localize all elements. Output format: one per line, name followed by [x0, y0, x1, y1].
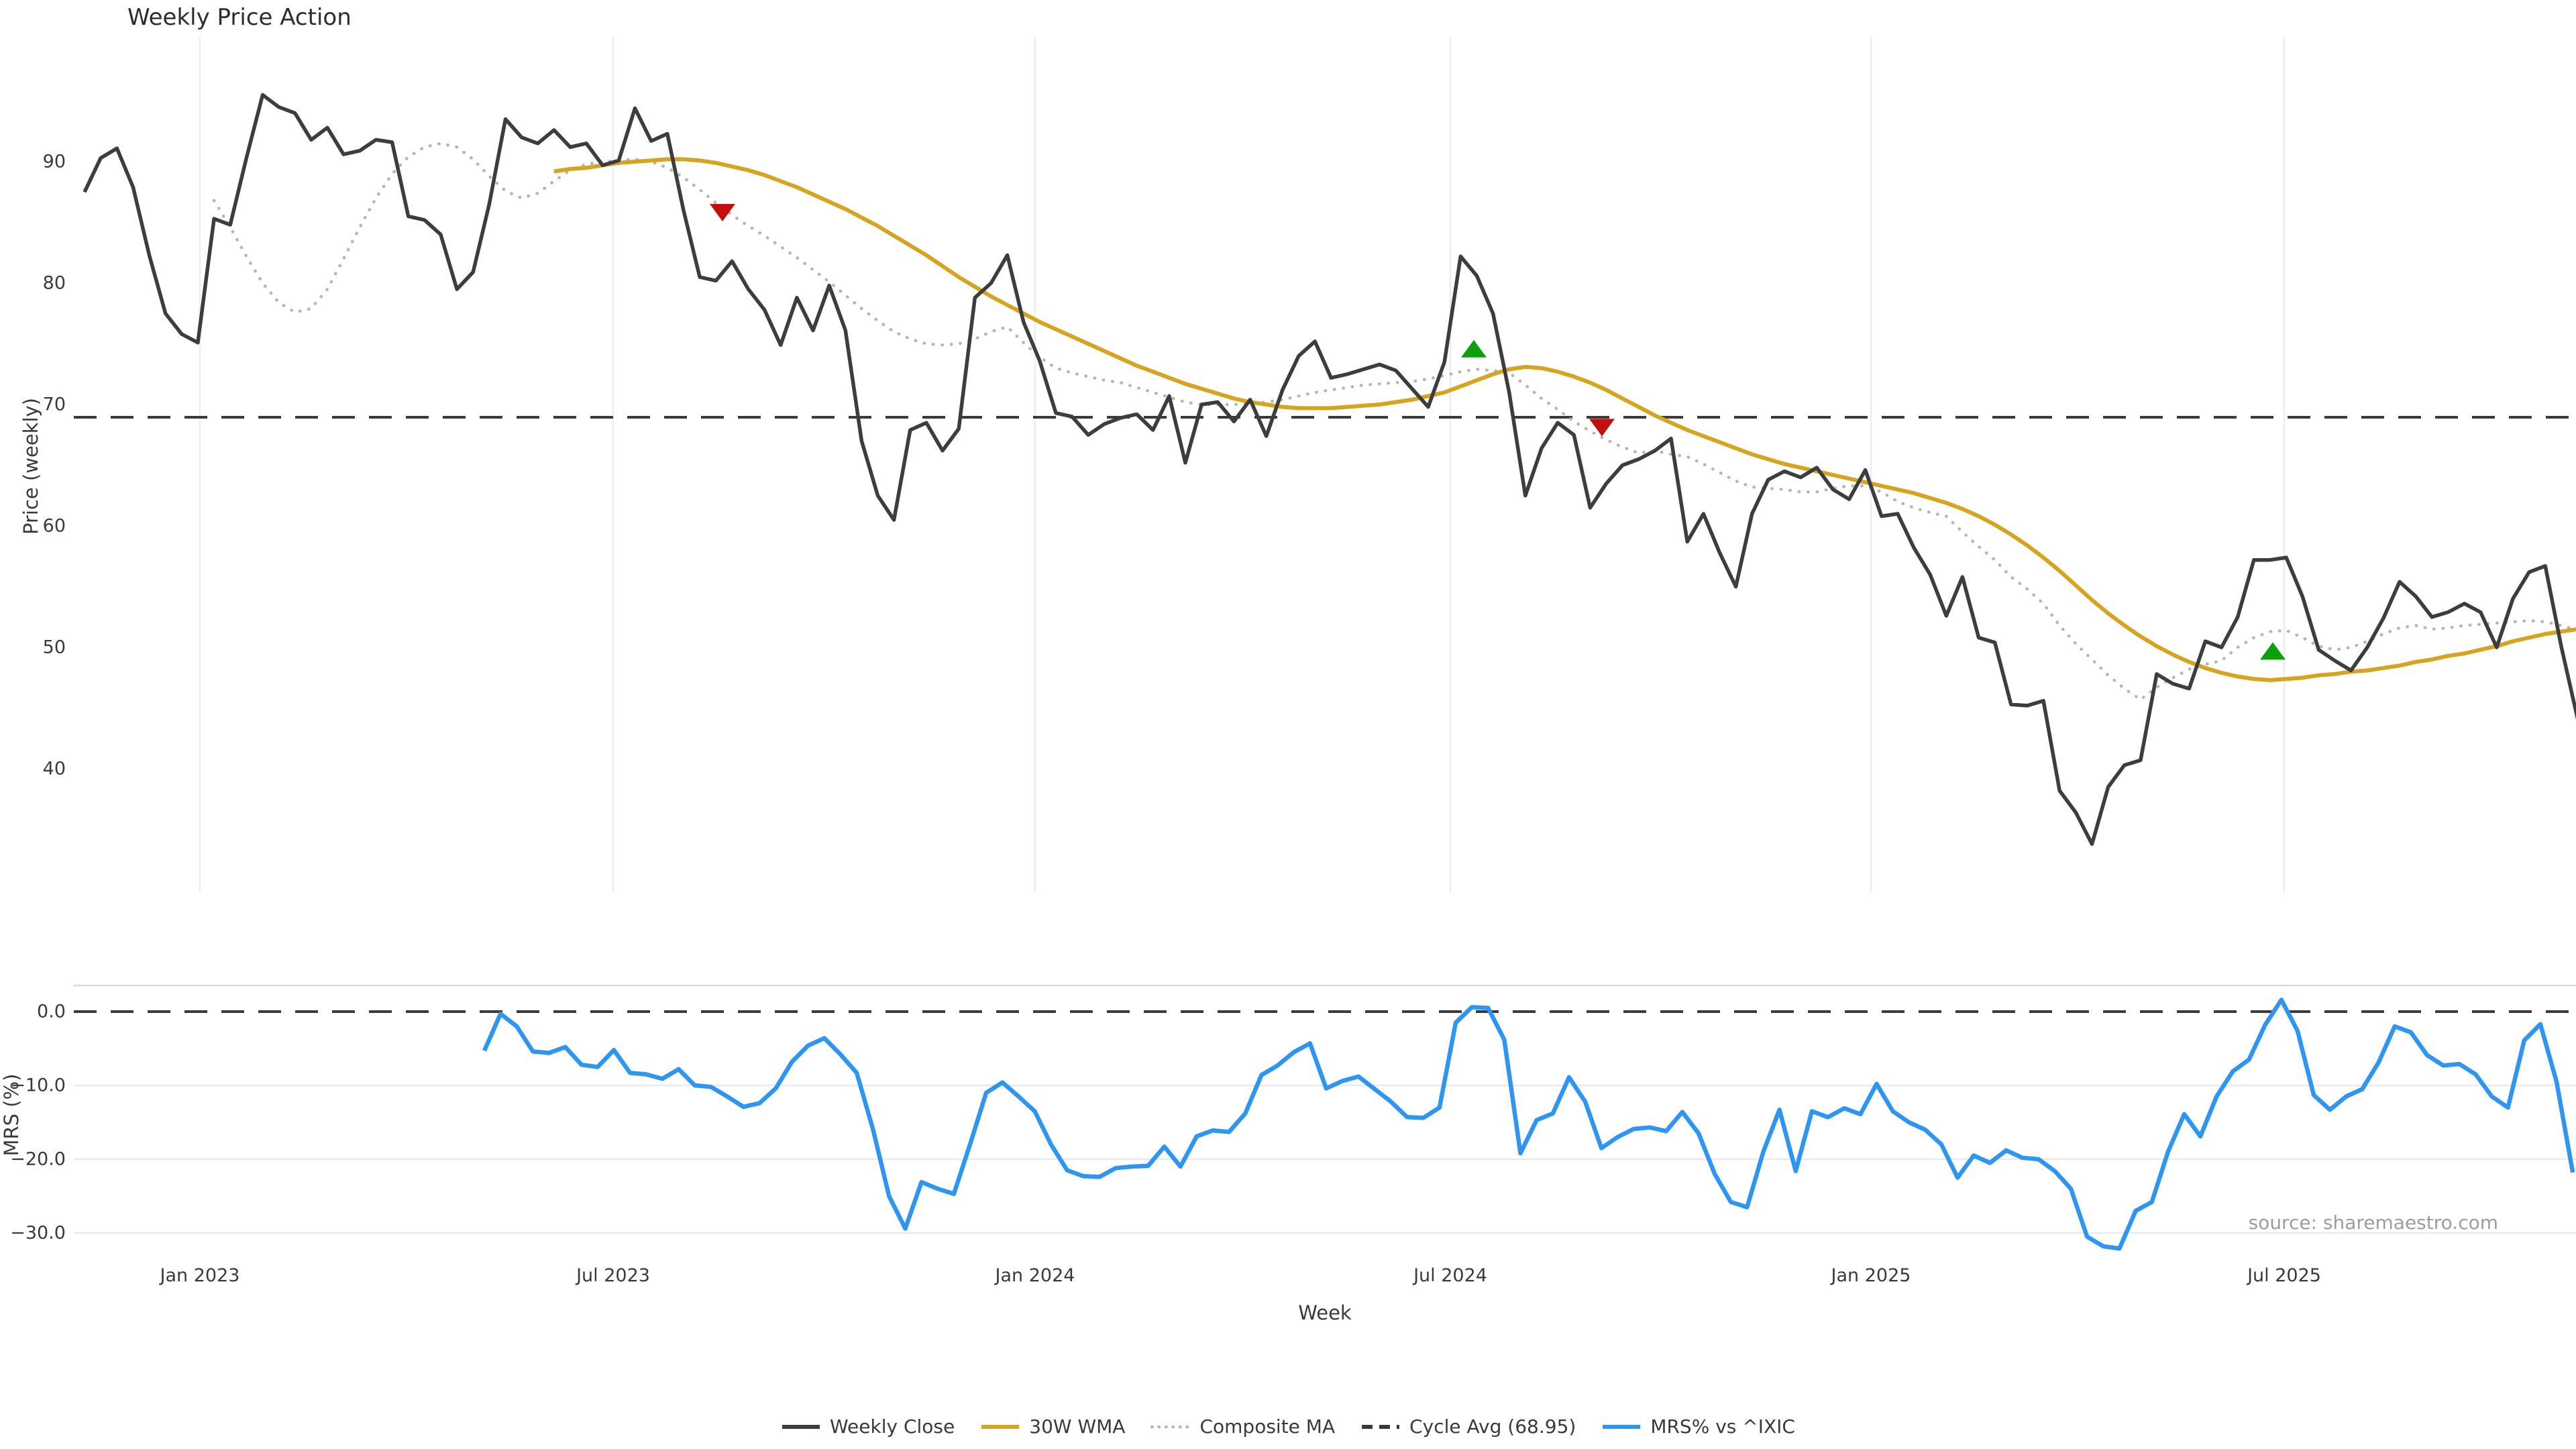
legend-item: Weekly Close: [781, 1415, 955, 1438]
x-tick-label: Jul 2023: [576, 1265, 650, 1286]
buy-marker-icon: [1461, 339, 1487, 358]
legend-swatch-solid-icon: [782, 1424, 820, 1429]
price-ytick-label: 70: [42, 394, 66, 415]
mrs-ytick-label: −30.0: [10, 1222, 66, 1244]
legend: Weekly Close 30W WMA Composite MA Cycle Avg…: [0, 1415, 2576, 1438]
legend-label: 30W WMA: [1029, 1415, 1126, 1438]
legend-swatch-solid-icon: [1603, 1424, 1641, 1429]
x-axis-label: Week: [1298, 1301, 1352, 1324]
legend-item: Composite MA: [1150, 1415, 1335, 1438]
legend-item: Cycle Avg (68.95): [1360, 1415, 1576, 1438]
legend-swatch-dotted-icon: [1150, 1425, 1191, 1428]
mrs-ytick-label: 0.0: [37, 1001, 66, 1022]
legend-item: MRS% vs ^IXIC: [1601, 1415, 1795, 1438]
mrs-ytick-label: −20.0: [10, 1148, 66, 1170]
legend-label: Composite MA: [1199, 1415, 1336, 1438]
price-axis-label: Price (weekly): [19, 397, 42, 535]
mrs-ytick-label: −10.0: [10, 1075, 66, 1096]
weekly-close-line: [83, 93, 2576, 846]
x-tick-label: Jan 2023: [160, 1265, 240, 1286]
price-ytick-label: 90: [42, 151, 66, 172]
sell-marker-icon: [710, 204, 735, 222]
legend-label: MRS% vs ^IXIC: [1650, 1415, 1795, 1438]
price-ytick-label: 60: [42, 515, 66, 537]
sell-marker-icon: [1589, 419, 1615, 437]
x-tick-label: Jul 2025: [2247, 1265, 2321, 1286]
legend-item: 30W WMA: [980, 1415, 1125, 1438]
wma-line: [553, 157, 2576, 682]
buy-marker-icon: [2260, 642, 2286, 660]
composite-ma-line: [212, 142, 2576, 702]
x-tick-label: Jul 2024: [1413, 1265, 1487, 1286]
price-ytick-label: 50: [42, 637, 66, 658]
legend-swatch-dashed-icon: [1362, 1424, 1400, 1429]
legend-label: Weekly Close: [830, 1415, 955, 1438]
page-title: Weekly Price Action: [127, 4, 352, 31]
x-tick-label: Jan 2024: [995, 1265, 1075, 1286]
mrs-line: [482, 998, 2575, 1251]
legend-swatch-solid-icon: [981, 1424, 1020, 1429]
source-credit: source: sharemaestro.com: [2248, 1212, 2498, 1234]
legend-label: Cycle Avg (68.95): [1409, 1415, 1576, 1438]
x-tick-label: Jan 2025: [1831, 1265, 1911, 1286]
price-ytick-label: 40: [42, 758, 66, 780]
price-ytick-label: 80: [42, 272, 66, 294]
